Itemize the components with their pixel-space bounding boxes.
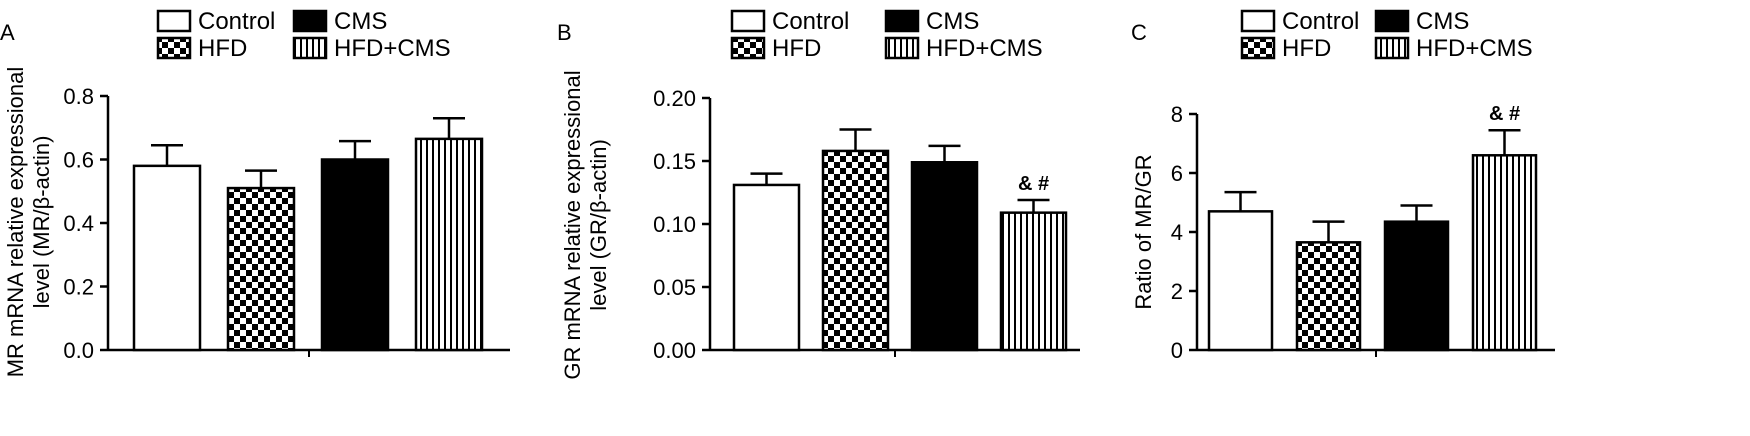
- y-axis-label-line-2: level (GR/β-actin): [586, 139, 611, 311]
- legend-swatch-hfd-cms: [884, 36, 920, 60]
- y-tick-label: 0.15: [653, 149, 696, 174]
- y-tick-label: 0.8: [63, 84, 94, 109]
- legend-label-hfd-cms: HFD+CMS: [334, 35, 451, 62]
- y-tick-label: 4: [1171, 220, 1183, 245]
- y-tick-label: 0.05: [653, 275, 696, 300]
- y-tick-label: 0.6: [63, 148, 94, 173]
- panel-label: A: [0, 20, 15, 45]
- bar-hfd: [1295, 241, 1362, 352]
- legend-swatch-hfd: [1240, 36, 1276, 60]
- y-axis-label: Ratio of MR/GR: [1131, 154, 1156, 309]
- legend-label-control: Control: [772, 8, 849, 35]
- legend-swatch-hfd: [730, 36, 766, 60]
- legend-swatch-cms: [1374, 9, 1410, 33]
- y-tick-label: 0.10: [653, 212, 696, 237]
- legend-swatch-control: [730, 9, 766, 33]
- panel-b: B Control CMS HFD HFD+CMS GR mRNA relati…: [557, 8, 1080, 380]
- panel-a: A Control CMS HFD HFD+CMS MR mRNA relati…: [0, 8, 510, 377]
- panel-c: C Control CMS HFD HFD+CMS Ratio of MR/GR…: [1131, 8, 1555, 363]
- y-tick-label: 6: [1171, 161, 1183, 186]
- legend-label-hfd: HFD: [198, 35, 247, 62]
- y-tick-label: 2: [1171, 279, 1183, 304]
- y-tick-label: 0.20: [653, 86, 696, 111]
- y-tick-label: 0.4: [63, 211, 94, 236]
- significance-annotation: & #: [1489, 103, 1520, 125]
- bar-hfd-cms: [1471, 154, 1538, 352]
- legend: Control CMS HFD HFD+CMS: [730, 8, 1043, 62]
- legend-swatch-hfd-cms: [292, 36, 328, 60]
- bar-cms: [910, 161, 979, 352]
- bar-hfd-cms: [414, 137, 484, 352]
- bar-control: [732, 183, 801, 352]
- legend-label-cms: CMS: [926, 8, 979, 35]
- legend: Control CMS HFD HFD+CMS: [156, 8, 451, 62]
- y-tick-label: 0.0: [63, 338, 94, 363]
- significance-annotation: & #: [1018, 173, 1049, 195]
- legend-label-cms: CMS: [1416, 8, 1469, 35]
- bar-hfd: [821, 149, 890, 352]
- bar-hfd: [226, 186, 296, 352]
- legend-swatch-cms: [292, 9, 328, 33]
- y-tick-label: 0.00: [653, 338, 696, 363]
- y-axis-label-line-1: GR mRNA relative expressional: [560, 70, 585, 379]
- bar-control: [132, 164, 202, 352]
- y-axis-label-line-2: level (MR/β-actin): [29, 136, 54, 309]
- legend-label-control: Control: [1282, 8, 1359, 35]
- bar-hfd-cms: [999, 211, 1068, 352]
- y-axis-label-line-1: MR mRNA relative expressional: [3, 67, 28, 378]
- legend-label-hfd: HFD: [1282, 35, 1331, 62]
- bar-cms: [320, 158, 390, 352]
- legend-label-hfd: HFD: [772, 35, 821, 62]
- legend-swatch-hfd-cms: [1374, 36, 1410, 60]
- legend-label-control: Control: [198, 8, 275, 35]
- legend-label-hfd-cms: HFD+CMS: [926, 35, 1043, 62]
- legend-label-hfd-cms: HFD+CMS: [1416, 35, 1533, 62]
- legend-swatch-hfd: [156, 36, 192, 60]
- legend: Control CMS HFD HFD+CMS: [1240, 8, 1533, 62]
- y-tick-label: 0.2: [63, 275, 94, 300]
- legend-swatch-control: [156, 9, 192, 33]
- y-tick-label: 0: [1171, 338, 1183, 363]
- legend-label-cms: CMS: [334, 8, 387, 35]
- bar-control: [1207, 210, 1274, 352]
- legend-swatch-cms: [884, 9, 920, 33]
- bar-cms: [1383, 220, 1450, 352]
- panel-label: C: [1131, 20, 1147, 45]
- y-tick-label: 8: [1171, 102, 1183, 127]
- panel-label: B: [557, 20, 572, 45]
- legend-swatch-control: [1240, 9, 1276, 33]
